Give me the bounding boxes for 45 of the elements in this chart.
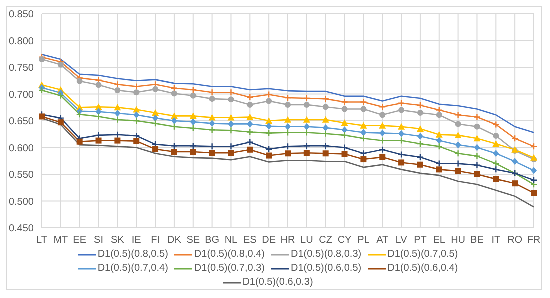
y-tick-label: 0.500 [8, 196, 34, 208]
legend-label: D1(0.5)(0.7,0.5) [388, 248, 458, 262]
x-tick-label: HR [280, 235, 296, 246]
x-tick-label: SK [111, 235, 125, 246]
y-tick-label: 0.600 [8, 143, 34, 154]
x-tick-label: HU [451, 235, 466, 246]
legend-label: D1(0.5)(0.6,0.3) [242, 276, 314, 290]
x-tick-label: SI [94, 235, 104, 246]
x-tick-label: IE [132, 235, 142, 246]
x-tick-label: DE [262, 235, 276, 246]
x-tick-label: EE [73, 235, 87, 246]
x-tick-label: IT [492, 235, 501, 246]
y-tick-label: 0.700 [8, 90, 34, 101]
x-tick-label: AT [376, 235, 389, 246]
x-tick-label: CY [338, 235, 352, 246]
legend-label: D1(0.5)(0.8,0.3) [291, 248, 362, 262]
y-tick-label: 0.550 [8, 170, 34, 182]
x-tick-label: LV [396, 235, 408, 246]
x-tick-label: MT [54, 235, 68, 246]
x-tick-label: ES [243, 235, 258, 246]
x-tick-label: CZ [319, 235, 333, 246]
x-tick-label: SE [186, 235, 200, 246]
y-tick-label: 0.750 [8, 63, 34, 74]
x-tick-label: FR [527, 235, 541, 246]
x-tick-label: BG [205, 235, 220, 246]
y-tick-label: 0.450 [8, 224, 34, 235]
legend-label: D1(0.5)(0.7,0.3) [194, 262, 265, 276]
x-tick-label: LT [36, 235, 48, 246]
x-tick-label: DK [168, 235, 182, 246]
y-tick-label: 0.800 [8, 36, 34, 48]
legend-label: D1(0.5)(0.6,0.5) [291, 262, 362, 276]
x-tick-label: RO [508, 235, 523, 246]
x-tick-label: PL [358, 235, 370, 246]
y-tick-label: 0.650 [8, 116, 34, 128]
x-tick-label: PT [414, 235, 427, 246]
legend-label: D1(0.5)(0.7,0.4) [98, 262, 168, 276]
x-tick-label: BE [470, 235, 484, 246]
x-tick-label: NL [224, 235, 238, 246]
legend-label: D1(0.5)(0.8,0.5) [98, 248, 168, 262]
legend-label: D1(0.5)(0.6,0.4) [388, 262, 458, 276]
x-tick-label: EL [433, 235, 446, 246]
x-tick-label: LU [300, 235, 314, 246]
y-tick-label: 0.850 [8, 10, 34, 21]
legend-label: D1(0.5)(0.8,0.4) [194, 248, 265, 262]
x-tick-label: FI [151, 235, 160, 246]
